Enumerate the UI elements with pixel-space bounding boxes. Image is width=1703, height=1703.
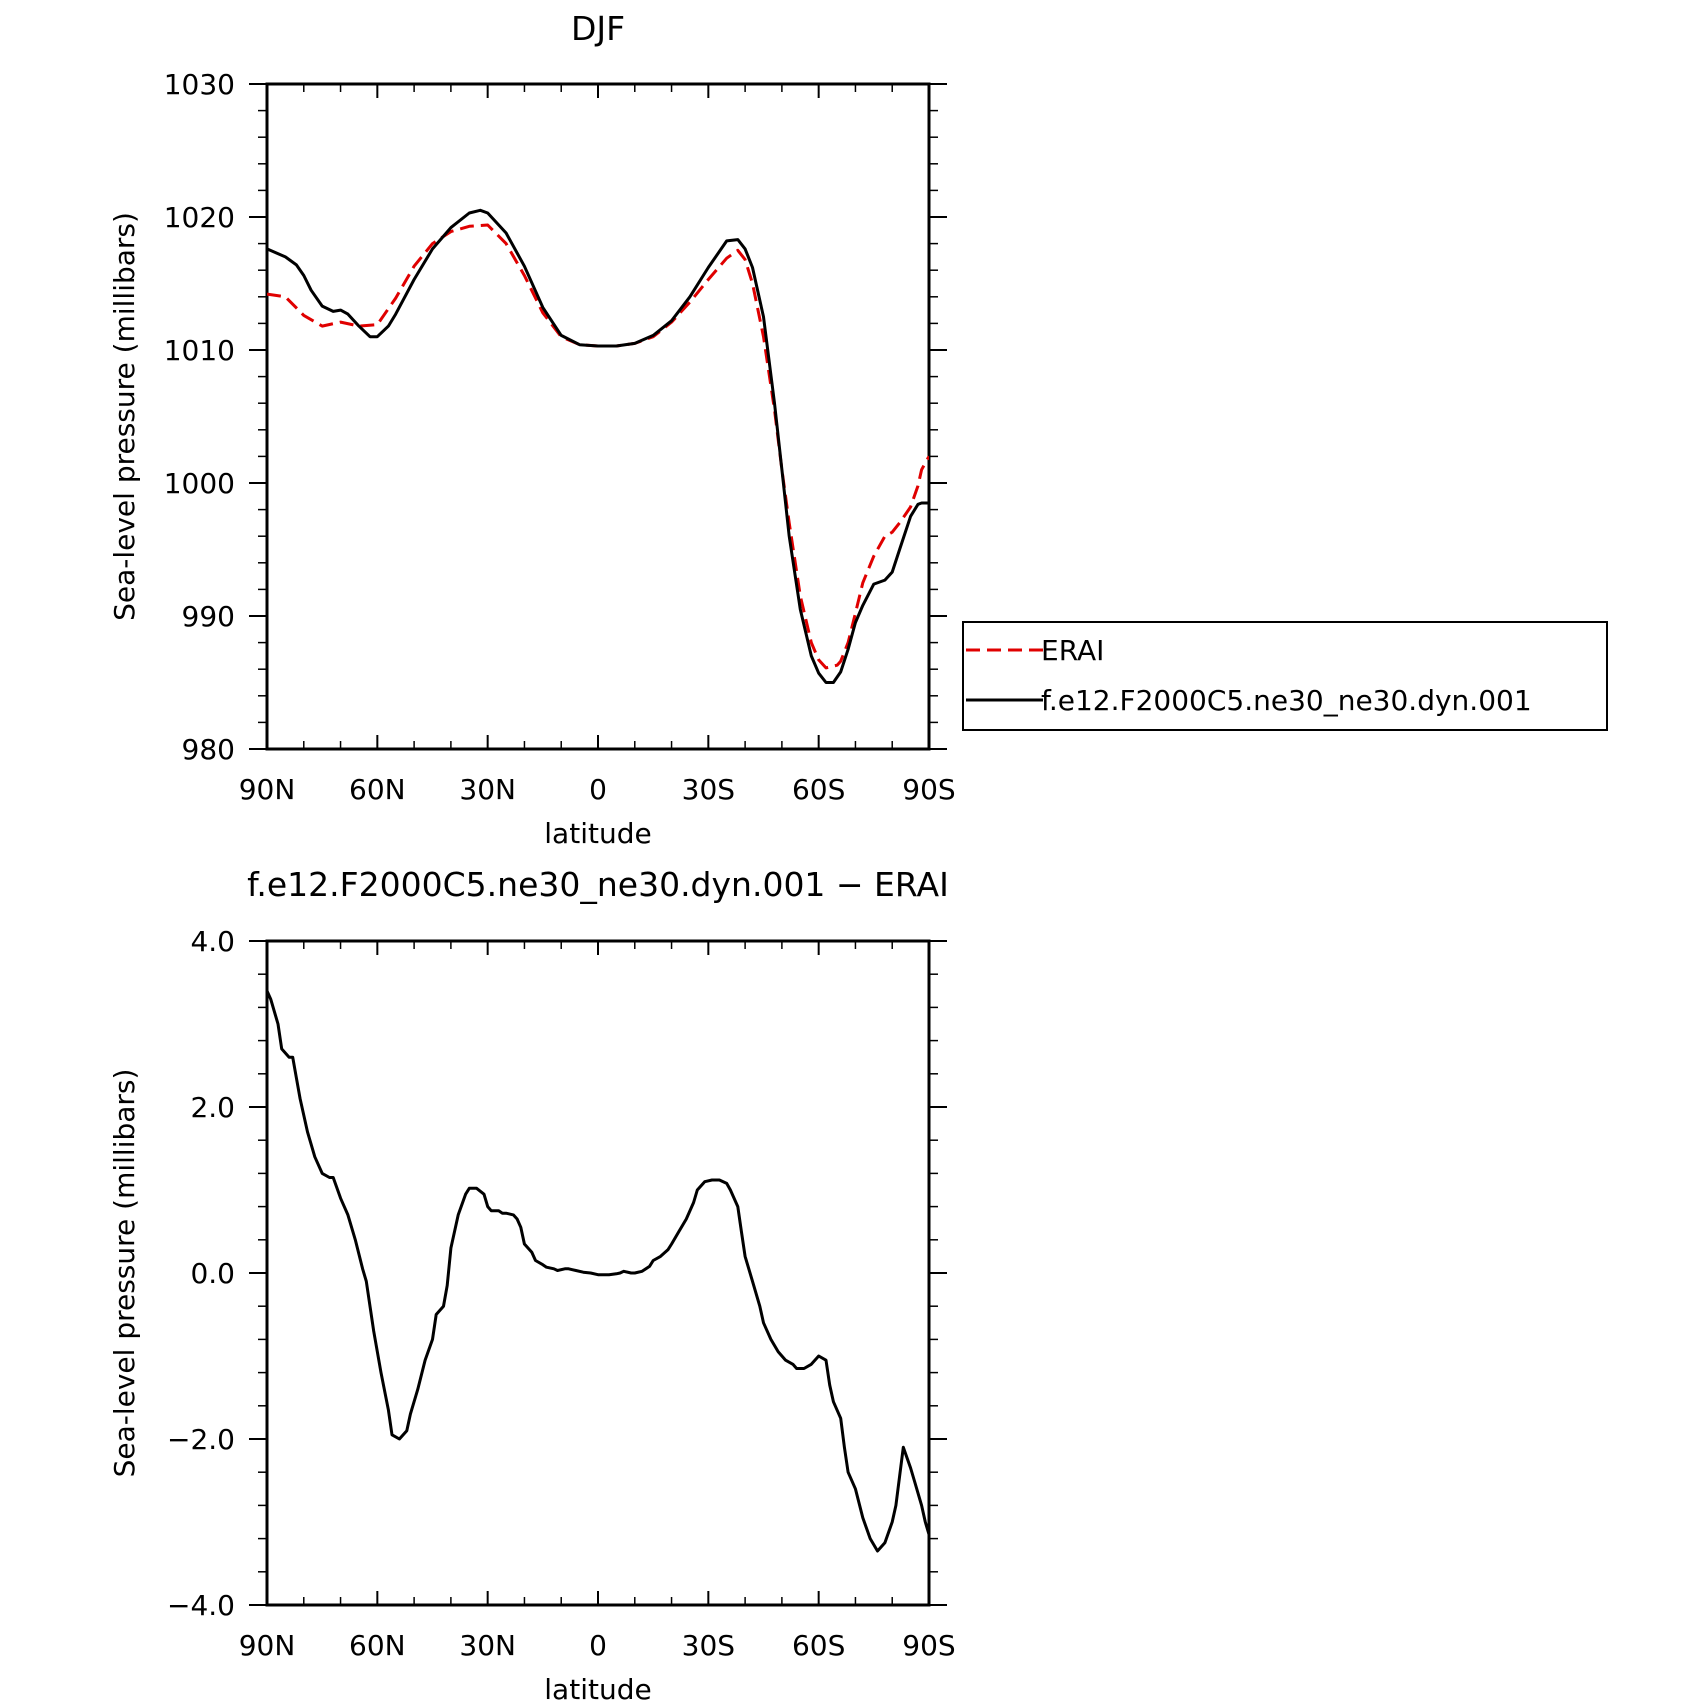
- x-tick-label: 30N: [459, 773, 516, 806]
- x-tick-label: 60N: [349, 773, 406, 806]
- x-tick-label: 90N: [239, 1629, 296, 1662]
- y-axis-label: Sea-level pressure (millibars): [108, 1069, 141, 1478]
- series-line-1: [267, 223, 929, 670]
- x-tick-label: 30S: [682, 773, 735, 806]
- y-tick-label: 1020: [164, 201, 235, 234]
- y-tick-label: 2.0: [190, 1091, 235, 1124]
- series-group: [267, 208, 929, 684]
- y-tick-label: 1000: [164, 467, 235, 500]
- series-line-2: [267, 208, 929, 684]
- x-tick-label: 60S: [792, 1629, 845, 1662]
- x-tick-label: 60N: [349, 1629, 406, 1662]
- legend-label-2: f.e12.F2000C5.ne30_ne30.dyn.001: [1041, 684, 1532, 717]
- x-tick-label: 90N: [239, 773, 296, 806]
- series-group: [267, 990, 929, 1553]
- y-tick-label: 1010: [164, 334, 235, 367]
- y-tick-label: 980: [182, 733, 235, 766]
- y-tick-label: −2.0: [167, 1423, 235, 1456]
- panel-2: f.e12.F2000C5.ne30_ne30.dyn.001 − ERAI 90…: [108, 865, 956, 1703]
- x-tick-label: 90S: [902, 1629, 955, 1662]
- legend: ERAI f.e12.F2000C5.ne30_ne30.dyn.001: [962, 621, 1608, 731]
- series-line-1: [267, 990, 929, 1553]
- x-tick-label: 60S: [792, 773, 845, 806]
- plot-frame: [265, 939, 931, 1607]
- x-tick-label: 0: [589, 1629, 607, 1662]
- x-axis-label: latitude: [544, 1673, 651, 1703]
- plot-frame: [265, 82, 931, 751]
- legend-label-1: ERAI: [1041, 634, 1104, 667]
- y-tick-label: 990: [182, 600, 235, 633]
- x-tick-label: 30S: [682, 1629, 735, 1662]
- x-tick-label: 90S: [902, 773, 955, 806]
- panel-1: DJF 90N 60N 30N 0 30S 60S 90S 980 990 1000 1010 1020…: [108, 9, 1608, 850]
- y-tick-label: −4.0: [167, 1589, 235, 1622]
- y-tick-label: 0.0: [190, 1257, 235, 1290]
- y-tick-label: 1030: [164, 68, 235, 101]
- y-axis-label: Sea-level pressure (millibars): [108, 212, 141, 621]
- x-tick-label: 30N: [459, 1629, 516, 1662]
- chart-title: DJF: [571, 9, 625, 48]
- x-tick-label: 0: [589, 773, 607, 806]
- x-axis-label: latitude: [544, 817, 651, 850]
- legend-box: [962, 621, 1608, 731]
- y-tick-label: 4.0: [190, 925, 235, 958]
- chart-title: f.e12.F2000C5.ne30_ne30.dyn.001 − ERAI: [247, 865, 949, 904]
